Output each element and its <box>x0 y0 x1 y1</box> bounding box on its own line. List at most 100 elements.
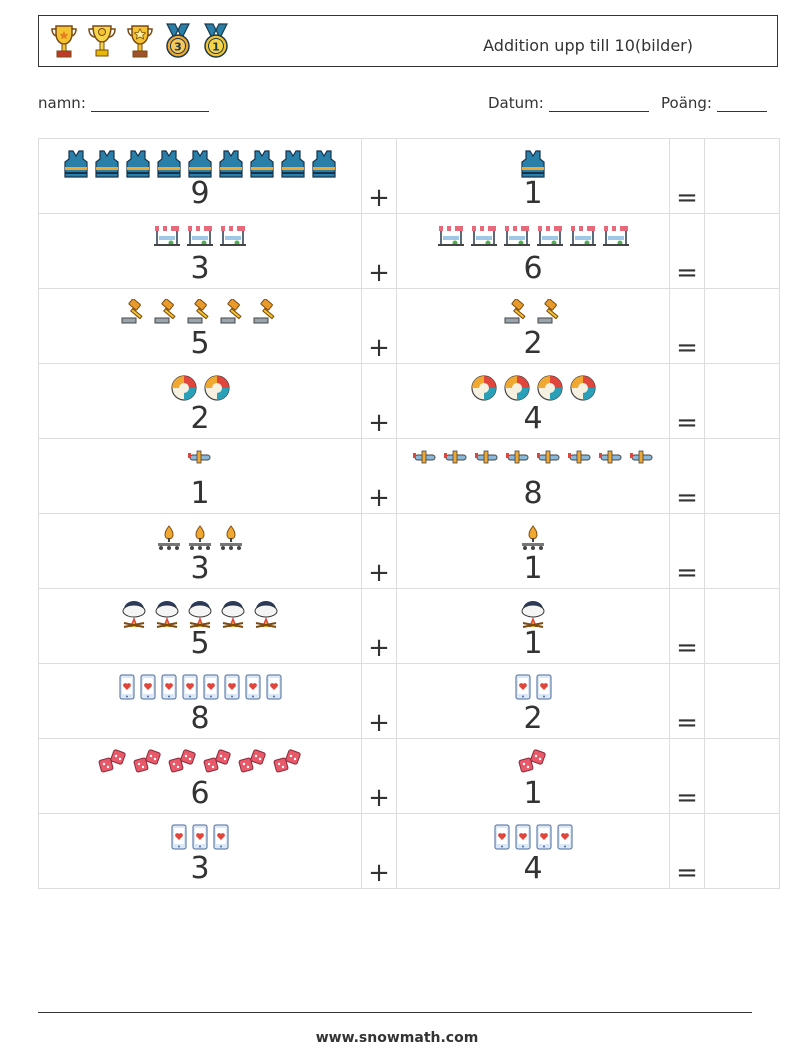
answer-cell[interactable] <box>704 663 780 739</box>
picture-group <box>39 524 361 556</box>
picture-group <box>397 824 669 854</box>
phone-heart-icon <box>557 824 573 854</box>
picture-group <box>397 149 669 183</box>
vest-icon <box>94 149 120 183</box>
gavel-icon <box>503 298 531 329</box>
vest-icon <box>249 149 275 183</box>
operand-a-cell: 2 <box>38 363 362 439</box>
phone-heart-icon <box>266 674 282 704</box>
phone-heart-icon <box>536 824 552 854</box>
vest-icon <box>156 149 182 183</box>
operand-number: 2 <box>523 326 543 361</box>
plus-sign: + <box>361 288 397 364</box>
phone-heart-icon <box>245 674 261 704</box>
phone-heart-icon <box>171 824 187 854</box>
equals-sign: = <box>669 663 705 739</box>
equals-sign: = <box>669 288 705 364</box>
picture-group <box>39 599 361 633</box>
equals-sign: = <box>669 363 705 439</box>
picture-group <box>39 449 361 469</box>
answer-cell[interactable] <box>704 363 780 439</box>
plus-sign: + <box>361 813 397 889</box>
beach-ball-icon <box>170 374 198 406</box>
campfire-pot-icon <box>153 599 181 633</box>
name-line[interactable] <box>90 97 209 112</box>
answer-cell[interactable] <box>704 138 780 214</box>
operand-a-cell: 8 <box>38 663 362 739</box>
score-line[interactable] <box>716 97 767 112</box>
answer-cell[interactable] <box>704 513 780 589</box>
dice-icon <box>168 749 198 777</box>
conveyor-flame-icon <box>187 524 213 556</box>
operand-a-cell: 1 <box>38 438 362 514</box>
date-field[interactable]: Datum: <box>488 94 649 112</box>
picture-group <box>397 298 669 329</box>
picture-group <box>397 749 669 777</box>
airplane-icon <box>412 449 438 469</box>
operand-number: 1 <box>523 776 543 811</box>
table-row: 5 +2 = <box>38 288 780 364</box>
operand-b-cell: 1 <box>396 513 670 589</box>
operand-a-cell: 6 <box>38 738 362 814</box>
operand-a-cell: 3 <box>38 513 362 589</box>
score-label: Poäng: <box>661 94 712 112</box>
dice-icon <box>98 749 128 777</box>
gavel-icon <box>186 298 214 329</box>
plus-sign: + <box>361 363 397 439</box>
operand-number: 2 <box>523 701 543 736</box>
market-stall-icon <box>219 224 247 252</box>
footer-url[interactable]: www.snowmath.com <box>315 1030 479 1046</box>
table-row: 9 +1 = <box>38 138 780 214</box>
answer-cell[interactable] <box>704 813 780 889</box>
gavel-icon <box>536 298 564 329</box>
answer-cell[interactable] <box>704 738 780 814</box>
operand-a-cell: 3 <box>38 813 362 889</box>
plus-sign: + <box>361 438 397 514</box>
equals-sign: = <box>669 438 705 514</box>
answer-cell[interactable] <box>704 213 780 289</box>
vest-icon <box>520 149 546 183</box>
operand-a-cell: 9 <box>38 138 362 214</box>
answer-cell[interactable] <box>704 288 780 364</box>
operand-number: 4 <box>523 851 543 886</box>
operand-b-cell: 4 <box>396 813 670 889</box>
date-line[interactable] <box>548 97 649 112</box>
phone-heart-icon <box>536 674 552 704</box>
trophy-row: 3 1 <box>49 22 231 60</box>
market-stall-icon <box>503 224 531 252</box>
operand-a-cell: 3 <box>38 213 362 289</box>
operand-b-cell: 1 <box>396 738 670 814</box>
answer-cell[interactable] <box>704 438 780 514</box>
plus-sign: + <box>361 138 397 214</box>
footer-divider <box>38 1012 752 1013</box>
beach-ball-icon <box>569 374 597 406</box>
airplane-icon <box>536 449 562 469</box>
phone-heart-icon <box>515 674 531 704</box>
phone-heart-icon <box>203 674 219 704</box>
table-row: 5 +1 = <box>38 588 780 664</box>
phone-heart-icon <box>140 674 156 704</box>
campfire-pot-icon <box>252 599 280 633</box>
dice-icon <box>203 749 233 777</box>
gavel-icon <box>219 298 247 329</box>
operand-a-cell: 5 <box>38 588 362 664</box>
dice-icon <box>133 749 163 777</box>
airplane-icon <box>567 449 593 469</box>
answer-cell[interactable] <box>704 588 780 664</box>
airplane-icon <box>187 449 213 469</box>
gavel-icon <box>120 298 148 329</box>
operand-b-cell: 8 <box>396 438 670 514</box>
picture-group <box>39 824 361 854</box>
score-field[interactable]: Poäng: <box>661 94 767 112</box>
name-field[interactable]: namn: <box>38 94 209 112</box>
vest-icon <box>63 149 89 183</box>
conveyor-flame-icon <box>156 524 182 556</box>
airplane-icon <box>474 449 500 469</box>
operand-a-cell: 5 <box>38 288 362 364</box>
addition-table: 9 +1 = 3 +6 = 5 +2 = 2 +4 = 1 +8 = 3 +1 = 5 +1 = 8 +2 = 6 +1 = 3 +4 = <box>38 138 780 889</box>
operand-b-cell: 2 <box>396 288 670 364</box>
picture-group <box>397 449 669 469</box>
beach-ball-icon <box>470 374 498 406</box>
plus-sign: + <box>361 738 397 814</box>
picture-group <box>397 374 669 406</box>
